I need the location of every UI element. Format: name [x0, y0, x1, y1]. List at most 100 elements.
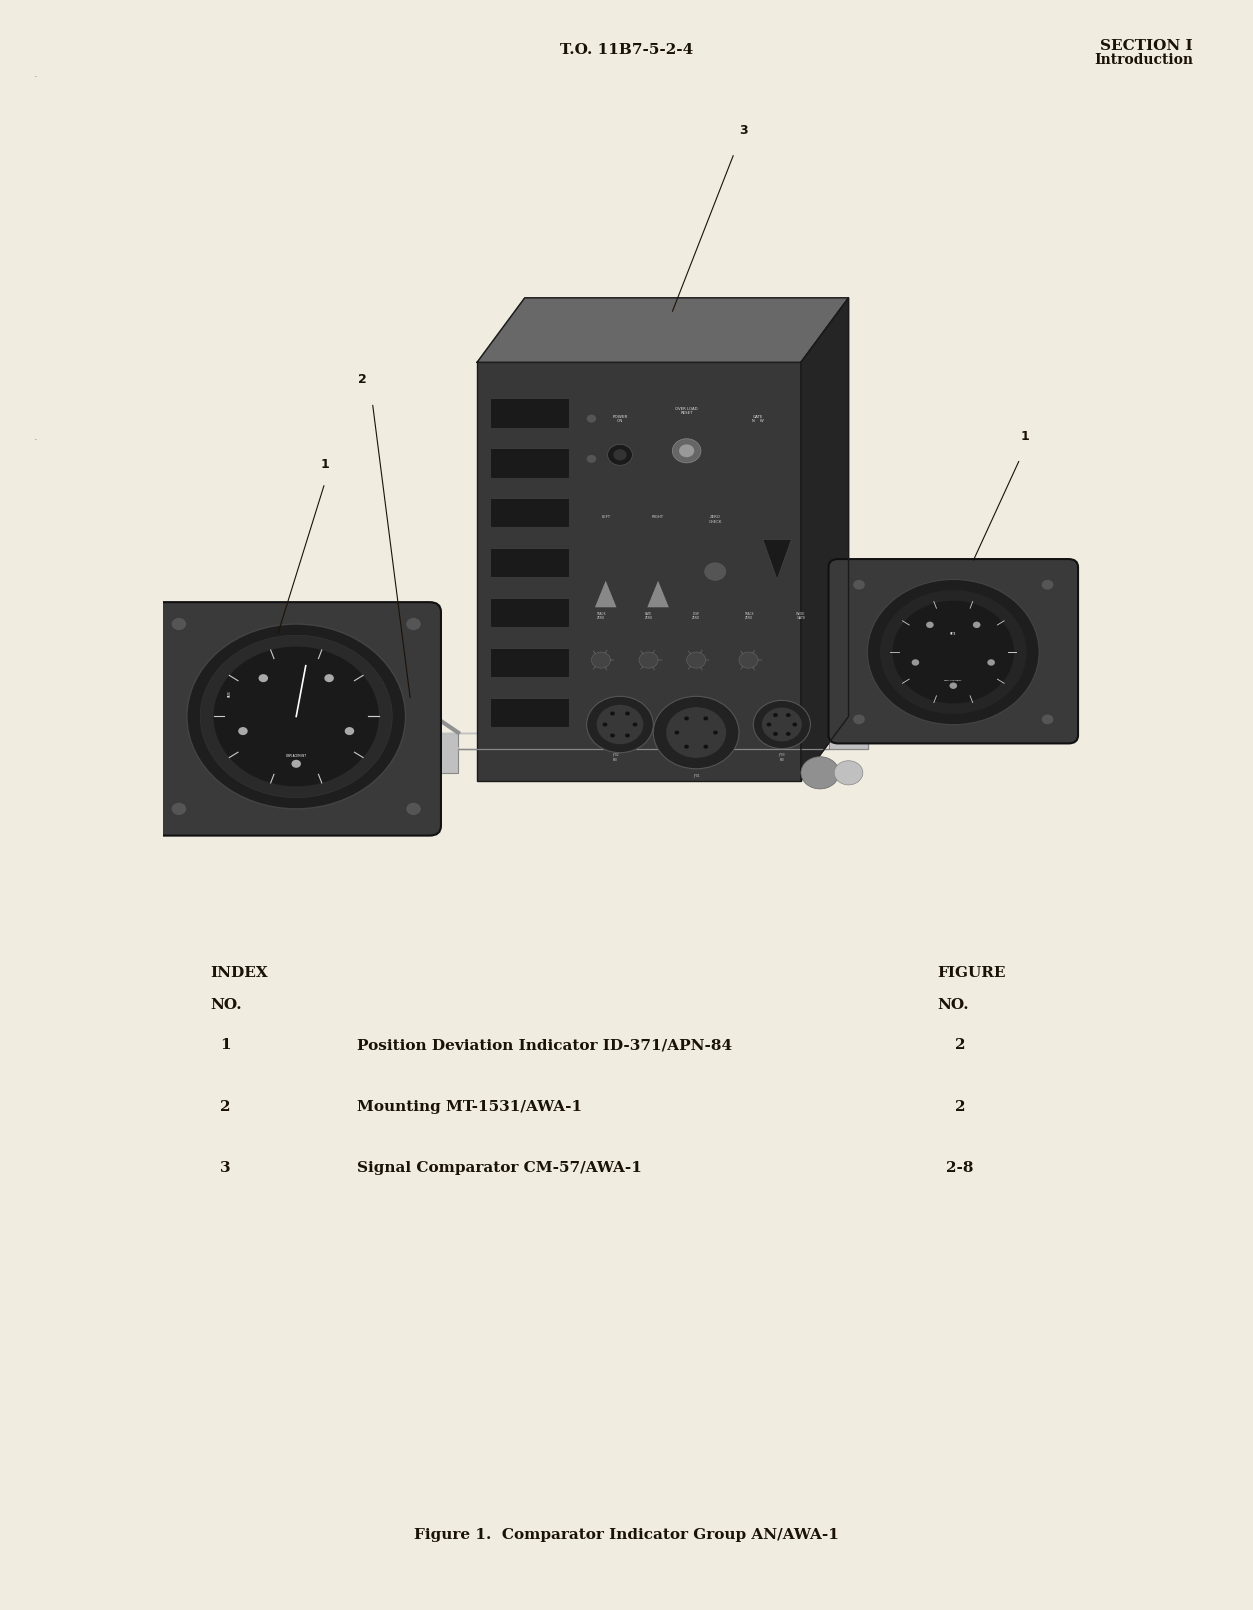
Text: RATE: RATE: [228, 691, 232, 697]
Text: Signal Comparator CM-57/AWA-1: Signal Comparator CM-57/AWA-1: [357, 1161, 642, 1175]
Circle shape: [892, 601, 1014, 704]
Text: ·: ·: [34, 72, 36, 82]
Circle shape: [792, 723, 797, 726]
Circle shape: [673, 438, 700, 464]
Text: GATE
N    W: GATE N W: [752, 414, 764, 423]
Bar: [491, 449, 568, 477]
Text: 1: 1: [321, 457, 330, 472]
Text: RATE
ZERO: RATE ZERO: [644, 612, 653, 620]
Circle shape: [867, 580, 1039, 724]
Polygon shape: [763, 539, 792, 580]
Circle shape: [767, 723, 772, 726]
Text: SECTION I: SECTION I: [1100, 39, 1193, 53]
Circle shape: [258, 675, 268, 683]
Circle shape: [591, 652, 610, 668]
Circle shape: [972, 621, 981, 628]
Circle shape: [586, 696, 653, 753]
Polygon shape: [459, 733, 867, 749]
Circle shape: [880, 591, 1026, 715]
Circle shape: [853, 715, 866, 724]
Text: POWER
ON: POWER ON: [613, 414, 628, 423]
Text: FIGURE: FIGURE: [937, 966, 1006, 980]
Circle shape: [639, 652, 658, 668]
Text: Introduction: Introduction: [1094, 53, 1193, 68]
Polygon shape: [801, 298, 848, 781]
Text: 1: 1: [1020, 430, 1029, 443]
Text: RATE: RATE: [950, 633, 956, 636]
Circle shape: [762, 708, 802, 741]
Text: RIGHT: RIGHT: [652, 515, 664, 518]
Circle shape: [608, 444, 633, 465]
Circle shape: [586, 414, 596, 423]
Circle shape: [667, 707, 727, 758]
Text: 2: 2: [221, 1100, 231, 1114]
Text: OVER LOAD
RESET: OVER LOAD RESET: [675, 407, 698, 415]
Text: INDEX: INDEX: [211, 966, 268, 980]
Text: 2: 2: [358, 374, 367, 386]
Circle shape: [704, 562, 727, 581]
Circle shape: [345, 728, 355, 736]
Circle shape: [713, 731, 718, 734]
Circle shape: [586, 454, 596, 464]
Circle shape: [1041, 580, 1054, 589]
Circle shape: [653, 696, 739, 770]
Text: Mounting MT-1531/AWA-1: Mounting MT-1531/AWA-1: [357, 1100, 583, 1114]
Text: LEFT: LEFT: [601, 515, 610, 518]
Text: J701: J701: [693, 774, 699, 778]
FancyBboxPatch shape: [828, 559, 1078, 744]
Circle shape: [674, 731, 679, 734]
Text: TRACK
ZERO: TRACK ZERO: [596, 612, 605, 620]
Circle shape: [786, 713, 791, 716]
Text: WIDE
GATE: WIDE GATE: [796, 612, 806, 620]
Circle shape: [187, 625, 406, 808]
Bar: [343, 733, 459, 773]
Circle shape: [292, 760, 301, 768]
Circle shape: [834, 762, 863, 786]
Text: NARROW
GATE: NARROW GATE: [593, 708, 609, 716]
Polygon shape: [477, 298, 848, 362]
Circle shape: [773, 713, 778, 716]
Circle shape: [625, 734, 630, 737]
Circle shape: [753, 700, 811, 749]
Circle shape: [703, 716, 708, 720]
Circle shape: [687, 652, 705, 668]
Text: DISPLACEMENT: DISPLACEMENT: [286, 753, 307, 758]
Text: 1: 1: [221, 1038, 231, 1053]
Circle shape: [926, 621, 933, 628]
Circle shape: [610, 734, 615, 737]
Bar: [491, 499, 568, 526]
Circle shape: [610, 712, 615, 715]
Circle shape: [912, 658, 920, 665]
Text: 2-8: 2-8: [946, 1161, 974, 1175]
FancyBboxPatch shape: [152, 602, 441, 836]
Circle shape: [633, 723, 638, 726]
Circle shape: [325, 675, 333, 683]
Circle shape: [773, 733, 778, 736]
Circle shape: [1041, 715, 1054, 724]
Bar: [491, 599, 568, 626]
Circle shape: [950, 683, 957, 689]
Bar: [491, 647, 568, 676]
Circle shape: [596, 705, 643, 744]
Text: ZERO
CHECK: ZERO CHECK: [708, 515, 722, 523]
Bar: [477, 362, 801, 781]
Text: 3: 3: [739, 124, 748, 137]
Circle shape: [238, 728, 248, 736]
Bar: [491, 699, 568, 726]
Text: T.O. 11B7-5-2-4: T.O. 11B7-5-2-4: [560, 43, 693, 58]
Circle shape: [172, 618, 187, 631]
Circle shape: [406, 802, 421, 815]
Circle shape: [786, 733, 791, 736]
Polygon shape: [647, 580, 669, 607]
Circle shape: [703, 745, 708, 749]
Text: J702
PDI: J702 PDI: [611, 753, 619, 762]
Circle shape: [200, 636, 392, 797]
Text: TRACK
ZERO: TRACK ZERO: [744, 612, 753, 620]
Circle shape: [406, 618, 421, 631]
Circle shape: [213, 647, 378, 786]
Circle shape: [801, 757, 840, 789]
Circle shape: [625, 712, 630, 715]
Bar: [491, 399, 568, 427]
Text: Figure 1.  Comparator Indicator Group AN/AWA-1: Figure 1. Comparator Indicator Group AN/…: [413, 1528, 840, 1542]
Circle shape: [603, 723, 608, 726]
